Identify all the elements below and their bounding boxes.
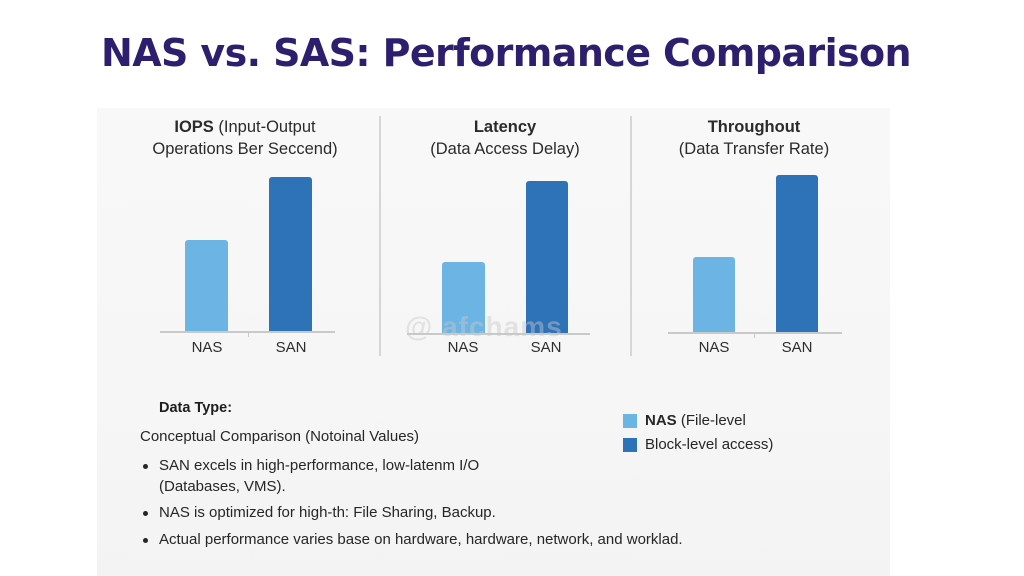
throughput-bar-nas [693, 257, 735, 332]
legend-nas-bold: NAS [645, 412, 677, 429]
throughput-chart-title: Throughout (Data Transfer Rate) [644, 116, 864, 160]
throughput-chart: Throughout (Data Transfer Rate) NAS SAN [645, 108, 865, 368]
legend-block-text: Block-level access) [645, 436, 774, 453]
iops-bar-san [269, 177, 312, 331]
bullet-text: Actual performance varies base on hardwa… [159, 530, 683, 548]
panel-divider-2 [630, 116, 632, 356]
throughput-x-axis [668, 332, 842, 334]
iops-x-tick [248, 332, 249, 337]
latency-chart-title: Latency (Data Access Delay) [395, 116, 615, 160]
latency-chart: Latency (Data Access Delay) NAS SAN [395, 108, 615, 368]
throughput-label-san: SAN [781, 339, 813, 356]
latency-subtitle: (Data Access Delay) [430, 140, 580, 158]
bullet-text: NAS is optimized for high-th: File Shari… [159, 504, 496, 521]
iops-title-bold: IOPS [174, 118, 214, 136]
latency-bar-nas [442, 262, 485, 333]
iops-label-nas: NAS [191, 339, 223, 356]
throughput-x-tick [754, 333, 755, 338]
chart-legend: NAS (File-level Block-level access) [623, 411, 773, 459]
data-type-description: Conceptual Comparison (Notoinal Values) [140, 428, 420, 445]
iops-x-axis [160, 331, 335, 333]
iops-chart-title: IOPS (Input-Output Operations Ber Seccen… [135, 116, 355, 160]
bullet-item: NAS is optimized for high-th: File Shari… [140, 503, 760, 524]
legend-nas-text: (File-level [676, 412, 746, 429]
nas-swatch-icon [623, 414, 637, 428]
legend-item-nas: NAS (File-level [623, 411, 773, 433]
comparison-figure: IOPS (Input-Output Operations Ber Seccen… [97, 108, 890, 576]
panel-divider-1 [379, 116, 381, 356]
iops-subtitle: Operations Ber Seccend) [152, 140, 338, 158]
bullet-text: SAN excels in high-performance, low-late… [159, 457, 480, 495]
latency-title-bold: Latency [473, 118, 537, 136]
san-swatch-icon [623, 438, 637, 452]
iops-label-san: SAN [275, 339, 307, 356]
bullet-dot-icon [143, 464, 148, 469]
latency-x-axis [407, 333, 590, 335]
legend-item-block: Block-level access) [623, 435, 773, 457]
bullet-item: Actual performance varies base on hardwa… [140, 530, 760, 551]
throughput-label-nas: NAS [698, 339, 730, 356]
latency-label-nas: NAS [447, 339, 479, 356]
latency-label-san: SAN [530, 339, 562, 356]
data-type-heading: Data Type: [159, 400, 233, 416]
latency-bar-san [526, 181, 568, 333]
notes-bullet-list: SAN excels in high-performance, low-late… [140, 456, 760, 556]
throughput-bar-san [776, 175, 818, 332]
bullet-dot-icon [143, 537, 148, 543]
bullet-dot-icon [143, 511, 148, 516]
page-title: NAS vs. SAS: Performance Comparison [101, 31, 912, 75]
iops-chart: IOPS (Input-Output Operations Ber Seccen… [137, 108, 357, 368]
watermark: @ afchams [405, 311, 563, 342]
throughput-title-bold: Throughout [707, 118, 801, 136]
throughput-subtitle: (Data Transfer Rate) [678, 140, 830, 158]
bullet-item: SAN excels in high-performance, low-late… [140, 456, 499, 497]
iops-title-rest: (Input-Output [213, 118, 316, 136]
iops-bar-nas [185, 240, 228, 331]
